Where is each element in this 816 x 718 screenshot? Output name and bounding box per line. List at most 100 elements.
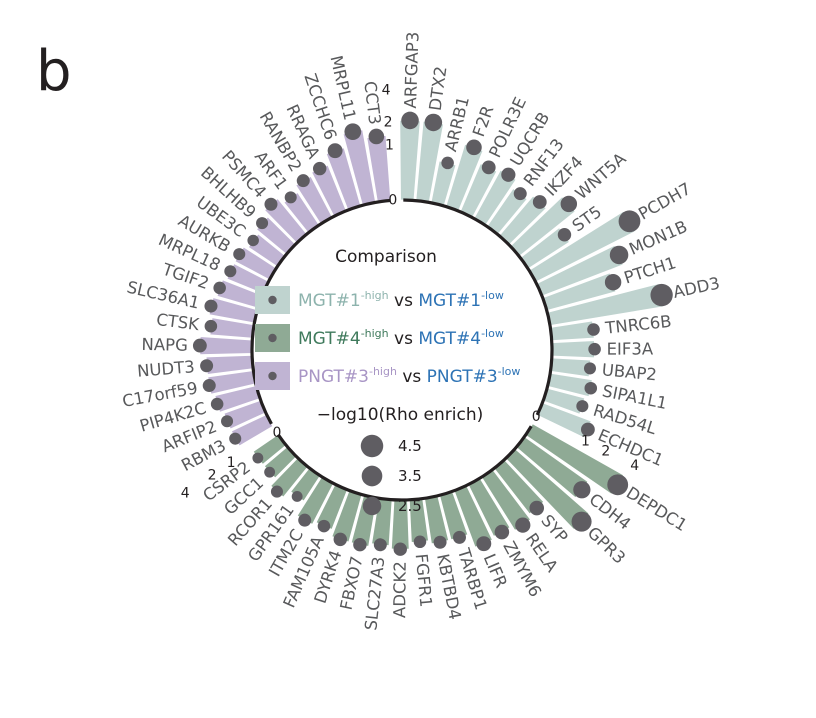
gene-label-PCDH7: PCDH7 [635, 179, 694, 224]
dot-ST5 [557, 228, 572, 242]
dot-ITM2C [298, 513, 312, 527]
radial-tick-g3-4: 4 [181, 486, 190, 502]
legend-label-g1: MGT#1-high vs MGT#1-low [298, 289, 504, 311]
dot-CTSK [204, 319, 218, 333]
dot-EIF3A [588, 342, 601, 356]
radial-tick-g2-0: 0 [532, 409, 541, 425]
gene-label-TNRC6B: TNRC6B [603, 312, 672, 338]
dot-MRPL18 [224, 265, 237, 278]
dot-TARBP1 [452, 530, 466, 544]
dot-UQCRB [501, 167, 516, 182]
dot-RANBP2 [296, 174, 310, 188]
dot-CSRP2 [252, 452, 264, 464]
dot-RCOR1 [270, 485, 283, 498]
gene-label-ADCK2: ADCK2 [390, 561, 409, 618]
legend-dot-g3 [268, 371, 277, 381]
dot-RAD54L [576, 400, 589, 413]
bars-layer [199, 119, 665, 550]
dot-ZMYM6 [494, 524, 510, 540]
dot-DYRK4 [333, 532, 347, 547]
size-legend-label-3.5: 3.5 [398, 467, 422, 485]
legend-title: Comparison [335, 247, 437, 267]
dot-ZCCHC6 [327, 143, 343, 159]
gene-label-ADD3: ADD3 [671, 274, 721, 302]
dot-CDH4 [573, 481, 591, 499]
radial-tick-g1-1: 1 [385, 137, 394, 153]
size-legend-title: −log10(Rho enrich) [317, 405, 484, 425]
gene-label-CTSK: CTSK [155, 310, 201, 334]
dot-PIP4K2C [210, 397, 224, 411]
dot-NAPG [192, 338, 207, 353]
dot-GPR3 [571, 511, 592, 532]
dot-SLC36A1 [204, 299, 218, 313]
dot-SIPA1L1 [584, 381, 598, 395]
dot-CCT3 [368, 128, 385, 145]
comparison-legend: Comparison MGT#1-high vs MGT#1-low MGT#4-… [255, 247, 520, 390]
dots-layer [192, 111, 673, 556]
size-legend: −log10(Rho enrich) 4.5 3.5 2.5 [317, 405, 484, 516]
radial-tick-g1-4: 4 [382, 82, 391, 98]
dot-SLC27A3 [373, 538, 387, 552]
dot-DTX2 [424, 113, 443, 132]
gene-label-PTCH1: PTCH1 [622, 253, 679, 287]
gene-label-UBAP2: UBAP2 [601, 360, 658, 384]
dot-ADD3 [650, 283, 673, 307]
dot-LIFR [476, 536, 492, 552]
gene-label-NAPG: NAPG [141, 335, 188, 355]
size-legend-dot-3.5 [361, 465, 383, 487]
dot-PCDH7 [618, 210, 641, 233]
dot-SYP [529, 500, 545, 516]
dot-PSMC4 [264, 197, 278, 211]
bar-EIF3A [551, 340, 596, 359]
radial-tick-g1-2: 2 [384, 115, 393, 131]
dot-ARF1 [284, 191, 297, 204]
dot-PTCH1 [604, 274, 622, 291]
dot-RELA [515, 517, 531, 533]
group-baseline-g2 [276, 425, 533, 502]
dot-RRAGA [313, 161, 327, 176]
radial-tick-g2-1: 1 [581, 433, 590, 449]
dot-FAM105A [317, 519, 331, 533]
gene-label-DEPDC1: DEPDC1 [623, 483, 691, 535]
panel-label: b [36, 39, 72, 104]
dot-RBM3 [229, 432, 242, 445]
radial-tick-g1-0: 0 [388, 192, 397, 208]
dot-TNRC6B [587, 323, 600, 336]
radial-tick-g2-2: 2 [601, 444, 610, 460]
radial-tick-g3-2: 2 [208, 468, 217, 484]
gene-label-NUDT3: NUDT3 [136, 357, 195, 381]
group-baseline-g1 [403, 198, 554, 416]
dot-ARFGAP3 [401, 111, 419, 130]
dot-BHLHB9 [256, 217, 269, 230]
dot-MON1B [609, 245, 629, 265]
dot-UBE3C [247, 234, 259, 247]
dot-UBAP2 [583, 362, 597, 375]
dot-FBXO7 [353, 537, 367, 552]
legend-label-g3: PNGT#3-high vs PNGT#3-low [298, 365, 520, 387]
dot-ARFIP2 [221, 415, 234, 428]
radial-tick-g3-1: 1 [227, 455, 236, 471]
dot-WNT5A [560, 195, 578, 213]
dot-AURKB [233, 248, 246, 261]
dot-NUDT3 [200, 359, 214, 373]
dot-IKZF4 [532, 195, 547, 209]
size-legend-dot-2.5 [362, 496, 382, 516]
dot-GCC1 [264, 466, 276, 478]
dot-RNF13 [513, 187, 527, 201]
gene-label-DTX2: DTX2 [426, 65, 451, 112]
dot-TGIF2 [213, 281, 226, 295]
size-legend-label-4.5: 4.5 [398, 437, 422, 455]
dot-POLR3E [481, 160, 496, 175]
gene-label-EIF3A: EIF3A [607, 339, 654, 358]
radial-tick-g3-0: 0 [272, 425, 281, 441]
legend-label-g2: MGT#4-high vs MGT#4-low [298, 327, 504, 349]
gene-label-FGFR1: FGFR1 [412, 553, 436, 608]
dot-GPR161 [291, 491, 303, 502]
legend-dot-g2 [268, 333, 277, 343]
dot-ADCK2 [393, 542, 407, 556]
dot-C17orf59 [202, 379, 216, 393]
radial-tick-g2-4: 4 [630, 458, 639, 474]
dot-ARRB1 [441, 156, 454, 170]
